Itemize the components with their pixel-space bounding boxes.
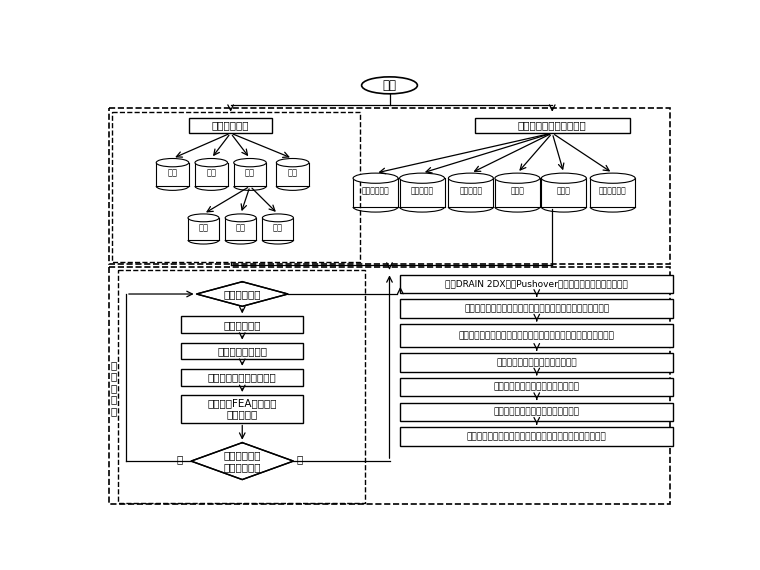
Bar: [109, 108, 670, 264]
Text: 计算初始造价: 计算初始造价: [223, 320, 261, 330]
Text: 是: 是: [296, 454, 302, 465]
Text: 下
一
个
个
体: 下 一 个 个 体: [110, 360, 117, 416]
Text: 计算对应于不同破坏状态的损失期望: 计算对应于不同破坏状态的损失期望: [494, 408, 580, 416]
Text: 否: 否: [176, 454, 182, 465]
Bar: [181, 343, 303, 360]
Text: 运用弹性FEA计算结构
内力及变形: 运用弹性FEA计算结构 内力及变形: [207, 398, 277, 420]
Text: 调用DRAIN 2DX进行Pushover分析确定结构最大层间位移角: 调用DRAIN 2DX进行Pushover分析确定结构最大层间位移角: [445, 279, 628, 288]
Bar: [401, 299, 673, 318]
Ellipse shape: [262, 214, 293, 222]
Text: 产生初始种群: 产生初始种群: [599, 186, 626, 196]
Bar: [181, 316, 303, 333]
Bar: [188, 117, 273, 133]
Text: 定义多目标遗传算法参数: 定义多目标遗传算法参数: [518, 120, 587, 131]
Text: 结构模型建立: 结构模型建立: [212, 120, 249, 131]
Text: 定义竖向及水平荷载作用: 定义竖向及水平荷载作用: [208, 372, 277, 382]
Ellipse shape: [188, 214, 219, 222]
Bar: [401, 275, 673, 293]
Bar: [401, 378, 673, 396]
Bar: [401, 353, 673, 372]
Text: 活载: 活载: [236, 223, 245, 233]
Text: 统计截面类型数量: 统计截面类型数量: [217, 346, 268, 356]
Text: 材料: 材料: [287, 169, 298, 178]
Text: 轮盘赌参数: 轮盘赌参数: [459, 186, 483, 196]
Ellipse shape: [362, 77, 417, 94]
Polygon shape: [197, 282, 288, 306]
Polygon shape: [191, 443, 293, 479]
Text: 通过修正系数来考虑计算模型及地震荷载的随机性与不确定性影响: 通过修正系数来考虑计算模型及地震荷载的随机性与不确定性影响: [459, 331, 615, 340]
Ellipse shape: [277, 158, 309, 167]
Text: 检查是否满足
规范约束要求: 检查是否满足 规范约束要求: [223, 450, 261, 472]
Bar: [475, 117, 630, 133]
Text: 荷载: 荷载: [245, 169, 255, 178]
Text: 针对初始种群: 针对初始种群: [223, 289, 261, 299]
Ellipse shape: [495, 173, 540, 184]
Ellipse shape: [400, 173, 445, 184]
Text: 交叉率: 交叉率: [511, 186, 524, 196]
Text: 跨数: 跨数: [206, 169, 217, 178]
Bar: [109, 267, 670, 504]
Ellipse shape: [225, 214, 256, 222]
Text: 设计变量数: 设计变量数: [410, 186, 434, 196]
Ellipse shape: [234, 158, 266, 167]
Ellipse shape: [157, 158, 188, 167]
Bar: [401, 428, 673, 446]
Bar: [181, 395, 303, 422]
Bar: [401, 324, 673, 347]
Text: 开始: 开始: [382, 79, 397, 92]
Text: 计算对应于不同破坏状态的失效概率: 计算对应于不同破坏状态的失效概率: [494, 382, 580, 392]
Text: 计算对应于不同破坏状态的损失值: 计算对应于不同破坏状态的损失值: [496, 358, 577, 367]
Ellipse shape: [591, 173, 635, 184]
Bar: [119, 270, 365, 503]
Text: 目标函数数量: 目标函数数量: [362, 186, 389, 196]
Ellipse shape: [195, 158, 227, 167]
Ellipse shape: [541, 173, 587, 184]
Bar: [112, 112, 360, 262]
Text: 变异率: 变异率: [557, 186, 571, 196]
Text: 运用对数正态拟合小震与大震对应超越概率与最大层间位移角: 运用对数正态拟合小震与大震对应超越概率与最大层间位移角: [464, 304, 610, 313]
Ellipse shape: [448, 173, 493, 184]
Text: 恒载: 恒载: [198, 223, 208, 233]
Bar: [181, 369, 303, 386]
Bar: [401, 402, 673, 421]
Text: 地震: 地震: [273, 223, 283, 233]
Ellipse shape: [353, 173, 398, 184]
Text: 给出初始造价、损失期望、截面类型数量值及相关性能指标: 给出初始造价、损失期望、截面类型数量值及相关性能指标: [467, 432, 606, 441]
Text: 层数: 层数: [167, 169, 178, 178]
